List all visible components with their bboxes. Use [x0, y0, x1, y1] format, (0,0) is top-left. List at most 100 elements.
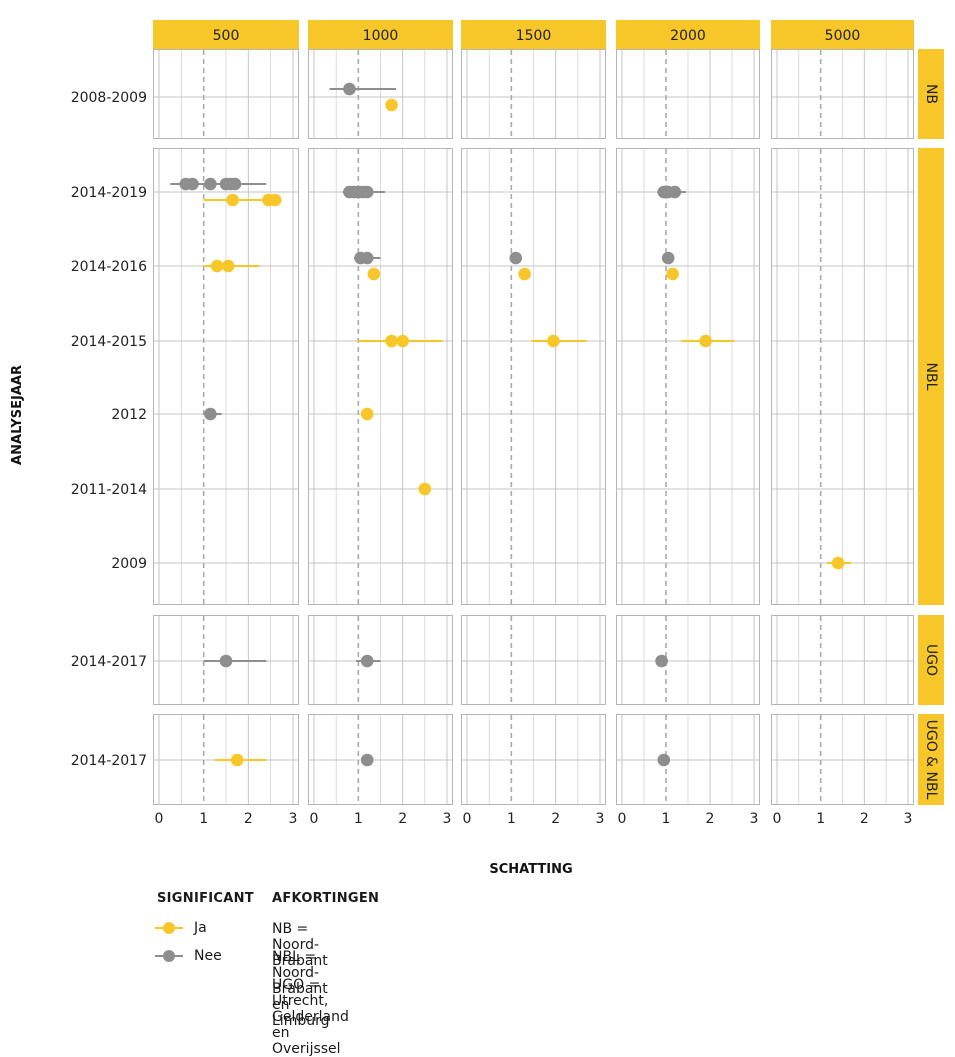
series-nee-nbl-500-2012: [203, 407, 222, 421]
series-ja-nbl-1000-2011-2014: [418, 482, 432, 496]
column-strip-5000: 5000: [771, 20, 914, 49]
series-nee-nbl-2000-2014-2019: [657, 185, 686, 199]
column-strip-500: 500: [153, 20, 299, 49]
series-nee-nbl-1000-2014-2016: [353, 251, 381, 265]
column-strip-background: [616, 20, 760, 49]
series-nee-nbl-500-2014-2019: [170, 177, 267, 191]
row-strip-ugo: UGO: [918, 615, 944, 705]
x-tick-label-2000-1: 1: [662, 811, 671, 827]
legend-significant-title: SIGNIFICANT: [157, 891, 254, 906]
data-point: [186, 177, 199, 191]
data-point: [204, 177, 217, 191]
row-strip-background: [918, 714, 944, 805]
series-nee-nbl-1000-2014-2019: [342, 185, 385, 199]
data-point: [547, 334, 560, 348]
row-strip-label: NB: [923, 84, 939, 104]
x-tick-label-500-3: 3: [289, 811, 298, 827]
y-tick-label-nbl-2009: 2009: [111, 556, 147, 572]
row-strip-nb: NB: [918, 49, 944, 139]
data-point: [668, 185, 682, 199]
panel-nb-2000: [616, 49, 760, 139]
data-point: [385, 334, 398, 348]
series-ja-nb-1000-2008-2009: [385, 98, 398, 112]
data-point: [226, 193, 239, 207]
abbreviation-ugo: UGO = Utrecht, Gelderland en Overijssel: [272, 977, 349, 1057]
panel-nb-1000: [308, 49, 453, 139]
data-point: [360, 185, 374, 199]
x-tick-label-2000-0: 0: [618, 811, 627, 827]
column-strip-label: 1500: [516, 28, 552, 44]
x-tick-label-5000-1: 1: [816, 811, 825, 827]
data-point: [831, 556, 845, 570]
x-tick-label-2000-3: 3: [750, 811, 759, 827]
x-tick-label-5000-0: 0: [773, 811, 782, 827]
x-axis-title: SCHATTING: [489, 862, 572, 877]
data-point: [518, 267, 531, 281]
data-point: [210, 259, 224, 273]
series-nee-ugo-nbl-1000-2014-2017: [360, 753, 374, 767]
x-tick-label-1000-1: 1: [354, 811, 363, 827]
column-strip-1500: 1500: [461, 20, 606, 49]
series-ja-nbl-2000-2014-2015: [681, 334, 735, 348]
panel-nbl-500: [153, 148, 299, 605]
column-strip-background: [771, 20, 914, 49]
x-tick-label-1500-3: 3: [596, 811, 605, 827]
x-tick-label-2000-2: 2: [706, 811, 715, 827]
panel-ugo-nbl-1500: [461, 714, 606, 805]
data-point: [661, 251, 675, 265]
data-point: [655, 654, 668, 668]
data-point: [360, 251, 374, 265]
y-tick-label-ugo-2014-2017: 2014-2017: [71, 654, 147, 670]
x-tick-label-1500-0: 0: [463, 811, 472, 827]
y-tick-label-ugo-nbl-2014-2017: 2014-2017: [71, 753, 147, 769]
panel-nbl-1000: [308, 148, 453, 605]
x-tick-label-500-1: 1: [199, 811, 208, 827]
series-nee-ugo-1000-2014-2017: [356, 654, 381, 668]
abbreviation-nb: NB = Noord-Brabant: [272, 921, 328, 969]
x-tick-label-500-2: 2: [244, 811, 253, 827]
row-strip-label: NBL: [923, 363, 939, 391]
column-strip-background: [153, 20, 299, 49]
panel-nb-5000: [771, 49, 914, 139]
series-nee-ugo-2000-2014-2017: [655, 654, 668, 668]
series-ja-nbl-1000-2014-2015: [358, 334, 443, 348]
series-ja-nbl-2000-2014-2016: [666, 267, 679, 281]
y-tick-label-nbl-2011-2014: 2011-2014: [71, 482, 147, 498]
x-tick-label-1000-3: 3: [443, 811, 452, 827]
row-strip-nbl: NBL: [918, 148, 944, 605]
panel-ugo-nbl-5000: [771, 714, 914, 805]
y-tick-label-nbl-2014-2019: 2014-2019: [71, 185, 147, 201]
y-tick-label-nb-2008-2009: 2008-2009: [71, 90, 147, 106]
panel-nb-1500: [461, 49, 606, 139]
column-strip-2000: 2000: [616, 20, 760, 49]
series-nee-ugo-500-2014-2017: [203, 654, 267, 668]
data-point: [509, 251, 523, 265]
data-point: [219, 654, 233, 668]
panel-ugo-2000: [616, 615, 760, 705]
x-tick-label-1000-0: 0: [310, 811, 319, 827]
y-axis-title: ANALYSEJAAR: [10, 365, 25, 465]
data-point: [228, 177, 242, 191]
panel-nbl-2000: [616, 148, 760, 605]
column-strip-1000: 1000: [308, 20, 453, 49]
panel-ugo-nbl-1000: [308, 714, 453, 805]
x-tick-label-5000-2: 2: [860, 811, 869, 827]
series-ja-nbl-1500-2014-2015: [531, 334, 587, 348]
legend-label-nee: Nee: [194, 948, 222, 964]
legend-swatch-nee: [155, 950, 183, 962]
column-strip-label: 1000: [363, 28, 399, 44]
series-ja-nbl-1000-2012: [360, 407, 374, 421]
column-strip-background: [308, 20, 453, 49]
panel-nbl-5000: [771, 148, 914, 605]
row-strip-background: [918, 615, 944, 705]
data-point: [367, 267, 381, 281]
row-strip-label: UGO & NBL: [923, 720, 939, 800]
data-point: [204, 407, 217, 421]
panel-ugo-5000: [771, 615, 914, 705]
series-ja-nbl-1500-2014-2016: [518, 267, 531, 281]
legend-label-ja: Ja: [194, 920, 207, 936]
panel-nbl-1500: [461, 148, 606, 605]
series-ja-nbl-500-2014-2016: [203, 259, 260, 273]
column-strip-label: 2000: [670, 28, 706, 44]
row-strip-ugo-nbl: UGO & NBL: [918, 714, 944, 805]
